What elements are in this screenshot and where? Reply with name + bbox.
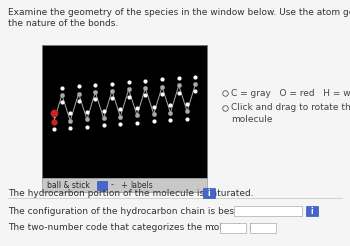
Text: Click and drag to rotate the: Click and drag to rotate the (231, 104, 350, 112)
FancyBboxPatch shape (203, 188, 215, 198)
Text: i: i (208, 188, 210, 198)
Text: The configuration of the hydrocarbon chain is best described as: The configuration of the hydrocarbon cha… (8, 206, 298, 215)
Text: :: : (212, 224, 215, 232)
FancyBboxPatch shape (306, 206, 318, 216)
Text: the nature of the bonds.: the nature of the bonds. (8, 19, 118, 28)
Text: The two-number code that categorizes the molecule is: The two-number code that categorizes the… (8, 224, 257, 232)
Text: molecule: molecule (231, 114, 273, 123)
Text: +: + (120, 181, 127, 189)
Text: labels: labels (130, 181, 153, 189)
Text: ball & stick: ball & stick (47, 181, 90, 189)
Text: i: i (311, 206, 313, 215)
Text: C = gray   O = red   H = white: C = gray O = red H = white (231, 89, 350, 97)
Text: The hydrocarbon portion of the molecule is saturated.: The hydrocarbon portion of the molecule … (8, 188, 254, 198)
FancyBboxPatch shape (220, 223, 246, 233)
FancyBboxPatch shape (234, 206, 302, 216)
Text: -: - (111, 181, 114, 189)
FancyBboxPatch shape (42, 178, 207, 192)
FancyBboxPatch shape (97, 181, 107, 189)
FancyBboxPatch shape (42, 45, 207, 178)
FancyBboxPatch shape (250, 223, 276, 233)
Text: Examine the geometry of the species in the window below. Use the atom geometry t: Examine the geometry of the species in t… (8, 8, 350, 17)
